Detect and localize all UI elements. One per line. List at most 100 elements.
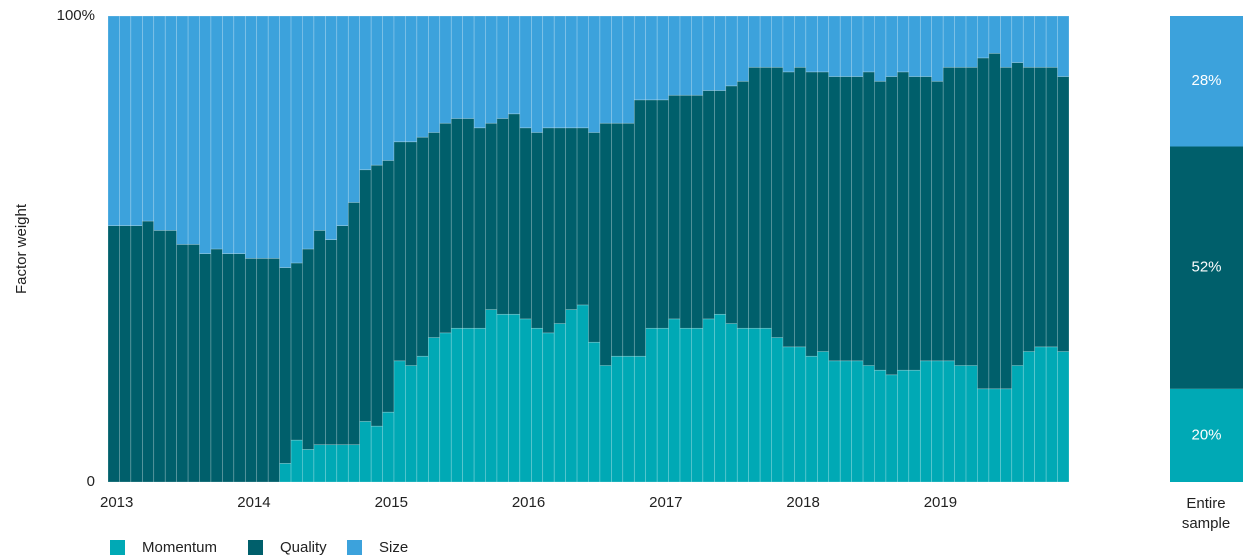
bar-segment xyxy=(931,360,944,483)
bar-segment xyxy=(691,15,704,96)
bar-segment xyxy=(405,141,418,366)
bar-segment xyxy=(347,444,360,483)
summary-segment xyxy=(1170,146,1243,389)
bar-segment xyxy=(279,15,292,268)
bar-segment xyxy=(622,355,635,483)
bar-segment xyxy=(1057,15,1070,77)
bar-segment xyxy=(782,15,795,73)
bar-segment xyxy=(794,66,807,348)
bar-segment xyxy=(839,76,852,362)
bar-segment xyxy=(313,230,326,446)
bar-segment xyxy=(347,202,360,446)
bar-segment xyxy=(290,262,303,441)
bar-segment xyxy=(1011,365,1024,483)
bar-segment xyxy=(828,360,841,483)
bar-segment xyxy=(508,15,521,115)
bar-segment xyxy=(439,332,452,483)
bar-segment xyxy=(874,369,887,483)
bar-segment xyxy=(485,122,498,310)
bar-segment xyxy=(130,15,143,226)
bar-segment xyxy=(1034,66,1047,348)
bar-segment xyxy=(725,323,738,483)
bar-segment xyxy=(897,369,910,483)
bar-segment xyxy=(279,463,292,483)
bar-segment xyxy=(622,122,635,357)
bar-segment xyxy=(290,15,303,264)
bar-segment xyxy=(496,118,509,315)
bar-segment xyxy=(485,309,498,483)
bar-segment xyxy=(817,71,830,352)
bar-segment xyxy=(759,15,772,68)
bar-segment xyxy=(336,444,349,483)
bar-segment xyxy=(885,76,898,376)
bar-segment xyxy=(851,76,864,362)
bar-segment xyxy=(954,15,967,68)
bar-segment xyxy=(1000,66,1013,390)
bar-segment xyxy=(908,76,921,371)
bar-segment xyxy=(313,444,326,483)
legend-label: Momentum xyxy=(142,539,217,556)
bar-segment xyxy=(164,15,177,231)
bar-segment xyxy=(599,15,612,124)
bar-segment xyxy=(428,337,441,483)
bar-segment xyxy=(416,355,429,483)
bar-segment xyxy=(862,365,875,483)
bar-segment xyxy=(576,127,589,306)
summary-label: 20% xyxy=(1191,426,1221,443)
bar-segment xyxy=(679,15,692,96)
bar-segment xyxy=(1057,76,1070,352)
bar-segment xyxy=(691,327,704,483)
bar-segment xyxy=(565,309,578,483)
bar-segment xyxy=(210,15,223,250)
bar-segment xyxy=(1022,351,1035,483)
bar-segment xyxy=(1022,66,1035,352)
bar-segment xyxy=(725,15,738,87)
bar-segment xyxy=(794,15,807,68)
bar-segment xyxy=(771,337,784,483)
bar-segment xyxy=(370,164,383,427)
bar-segment xyxy=(817,351,830,483)
bar-segment xyxy=(153,15,166,231)
bar-segment xyxy=(919,15,933,77)
bar-segment xyxy=(817,15,830,73)
bar-segment xyxy=(919,360,933,483)
bar-segment xyxy=(210,248,223,483)
x-tick-label: 2013 xyxy=(100,494,133,511)
bar-segment xyxy=(553,127,566,324)
bar-segment xyxy=(405,365,418,483)
bar-segment xyxy=(874,80,887,371)
bar-segment xyxy=(473,127,486,329)
y-axis-label: Factor weight xyxy=(13,203,30,294)
bar-segment xyxy=(965,66,978,366)
bar-segment xyxy=(851,360,864,483)
bar-segment xyxy=(439,122,452,334)
bar-segment xyxy=(416,136,429,357)
bar-segment xyxy=(485,15,498,124)
bar-segment xyxy=(142,220,155,483)
bar-segment xyxy=(553,15,566,129)
bar-segment xyxy=(244,15,258,259)
bar-segment xyxy=(611,355,624,483)
x-tick-label: 2019 xyxy=(924,494,957,511)
bar-segment xyxy=(530,132,544,329)
bar-segment xyxy=(462,118,475,329)
bar-segment xyxy=(611,15,624,124)
bar-segment xyxy=(530,15,544,133)
bar-segment xyxy=(450,327,463,483)
bar-segment xyxy=(988,15,1001,54)
bar-segment xyxy=(519,15,532,129)
bar-segment xyxy=(782,71,795,348)
summary-label: 28% xyxy=(1191,72,1221,89)
summary-segment xyxy=(1170,16,1243,147)
bar-segment xyxy=(164,230,177,483)
bar-segment xyxy=(1045,346,1058,483)
bar-segment xyxy=(977,388,990,483)
bar-segment xyxy=(862,15,875,73)
bar-segment xyxy=(611,122,624,357)
x-tick-label: 2015 xyxy=(375,494,408,511)
bar-segment xyxy=(874,15,887,82)
bar-segment xyxy=(279,267,292,464)
bar-segment xyxy=(908,15,921,77)
bar-segment xyxy=(199,15,212,254)
